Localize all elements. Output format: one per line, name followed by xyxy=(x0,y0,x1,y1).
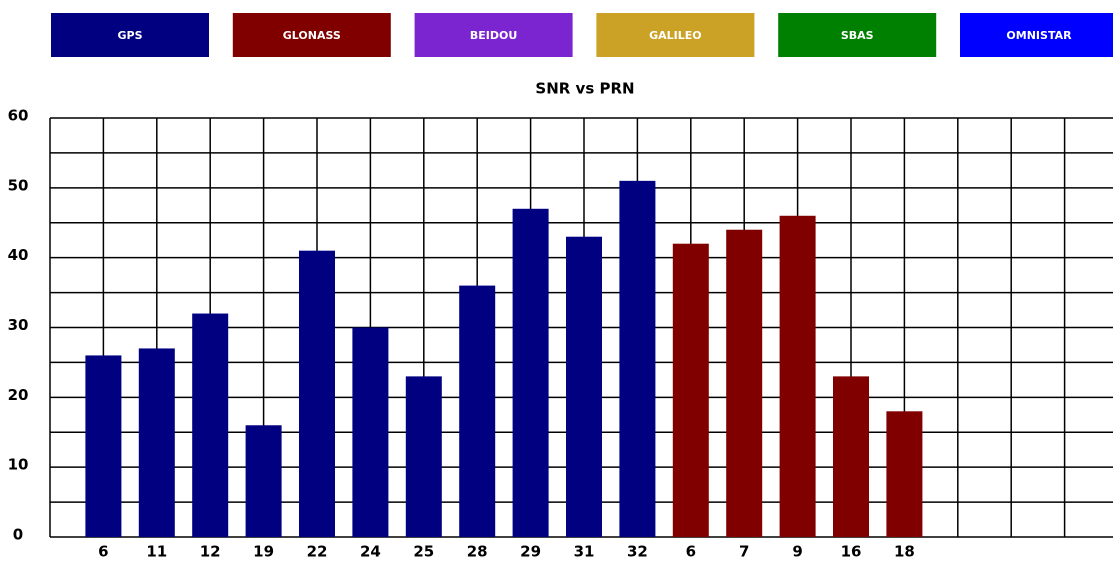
legend-button[interactable] xyxy=(596,13,755,57)
bar xyxy=(352,327,389,537)
x-tick-label: 24 xyxy=(360,543,381,561)
legend-label[interactable]: GALILEO xyxy=(649,29,702,42)
x-tick-label: 7 xyxy=(739,543,749,561)
legend-label[interactable]: GLONASS xyxy=(283,29,341,42)
legend-button[interactable] xyxy=(414,13,573,57)
x-tick-label: 25 xyxy=(413,543,434,561)
y-tick-label: 50 xyxy=(8,176,29,194)
bar xyxy=(405,376,442,537)
x-tick-label: 31 xyxy=(574,543,595,561)
legend-button[interactable] xyxy=(51,13,209,57)
bar xyxy=(299,250,335,537)
bar xyxy=(779,215,816,537)
x-tick-label: 32 xyxy=(627,543,648,561)
y-tick-label: 40 xyxy=(8,246,29,264)
legend-button[interactable] xyxy=(232,13,391,57)
bar xyxy=(85,355,122,537)
legend-label[interactable]: GPS xyxy=(117,29,142,42)
y-tick-label: 30 xyxy=(8,316,29,334)
x-tick-label: 19 xyxy=(253,543,274,561)
x-tick-label: 29 xyxy=(520,543,541,561)
bar xyxy=(886,411,923,537)
y-tick-label: 20 xyxy=(8,386,29,404)
legend-label[interactable]: OMNISTAR xyxy=(1006,29,1072,42)
x-tick-label: 12 xyxy=(200,543,221,561)
bar xyxy=(726,229,763,537)
bar xyxy=(459,285,496,537)
y-tick-label: 0 xyxy=(13,526,23,544)
x-tick-label: 28 xyxy=(467,543,488,561)
bar xyxy=(192,313,229,537)
x-tick-label: 16 xyxy=(841,543,862,561)
bar xyxy=(512,208,549,538)
x-tick-label: 22 xyxy=(307,543,328,561)
legend-button[interactable] xyxy=(778,13,937,57)
legend-label[interactable]: BEIDOU xyxy=(470,29,517,42)
chart-title: SNR vs PRN xyxy=(535,80,634,98)
x-tick-label: 9 xyxy=(792,543,802,561)
x-tick-label: 6 xyxy=(98,543,108,561)
y-tick-label: 10 xyxy=(8,456,29,474)
x-tick-label: 11 xyxy=(146,543,167,561)
bar xyxy=(245,425,282,537)
bar xyxy=(833,376,869,537)
legend-label[interactable]: SBAS xyxy=(841,29,874,42)
bar xyxy=(619,180,656,537)
x-tick-label: 18 xyxy=(894,543,915,561)
y-tick-label: 60 xyxy=(8,107,29,125)
legend-button[interactable] xyxy=(960,13,1113,57)
bar xyxy=(566,236,602,537)
bar xyxy=(672,243,709,537)
bar xyxy=(138,348,175,537)
x-tick-label: 6 xyxy=(686,543,696,561)
